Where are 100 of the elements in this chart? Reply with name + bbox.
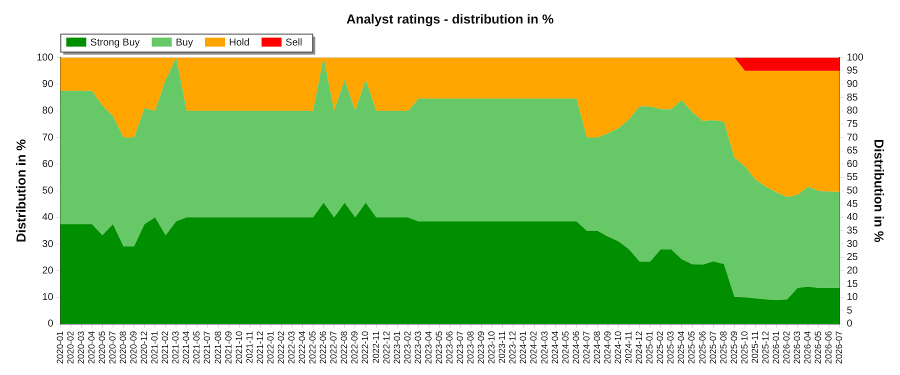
y2-tick-label: 55 — [846, 172, 858, 184]
x-tick-label: 2022-11 — [370, 330, 381, 364]
x-tick-label: 2025-10 — [739, 330, 750, 364]
x-tick-label: 2024-10 — [613, 330, 624, 364]
y-tick-label: 100 — [36, 52, 54, 64]
legend-label: Buy — [176, 37, 193, 48]
x-tick-label: 2020-01 — [54, 330, 65, 364]
x-tick-label: 2024-01 — [518, 330, 528, 364]
x-tick-label: 2022-12 — [381, 330, 392, 364]
x-tick-label: 2024-11 — [624, 330, 634, 364]
x-tick-label: 2025-12 — [760, 330, 770, 364]
y2-tick-label: 10 — [846, 292, 858, 304]
x-tick-label: 2025-02 — [655, 330, 666, 364]
x-tick-label: 2022-01 — [265, 330, 276, 364]
x-tick-label: 2023-04 — [423, 330, 434, 364]
x-tick-label: 2022-10 — [360, 330, 370, 364]
x-tick-label: 2021-10 — [234, 330, 244, 364]
x-tick-label: 2020-04 — [86, 330, 96, 364]
x-tick-label: 2021-02 — [160, 330, 170, 364]
x-tick-label: 2023-03 — [412, 330, 423, 364]
x-tick-label: 2024-05 — [560, 330, 570, 364]
x-tick-label: 2020-09 — [128, 330, 138, 364]
y2-tick-label: 5 — [846, 305, 853, 316]
x-tick-label: 2022-07 — [328, 330, 339, 364]
x-tick-label: 2026-05 — [813, 330, 824, 364]
x-tick-label: 2025-11 — [750, 330, 760, 364]
x-tick-label: 2021-12 — [254, 330, 265, 364]
x-tick-label: 2024-04 — [550, 330, 560, 364]
y2-tick-label: 20 — [846, 265, 858, 276]
x-tick-label: 2022-08 — [339, 330, 350, 364]
x-tick-label: 2025-09 — [728, 330, 739, 364]
y-tick-label: 30 — [42, 238, 54, 250]
x-tick-label: 2024-12 — [634, 330, 644, 364]
legend-label: Strong Buy — [90, 37, 140, 48]
x-tick-label: 2025-01 — [644, 330, 655, 364]
y-tick-label: 90 — [42, 78, 54, 90]
y2-tick-label: 75 — [846, 118, 858, 130]
y-tick-label: 60 — [42, 158, 54, 170]
y-tick-label: 40 — [42, 212, 54, 224]
x-tick-label: 2020-07 — [107, 330, 118, 364]
x-tick-label: 2021-09 — [223, 330, 234, 364]
x-tick-label: 2021-07 — [202, 330, 212, 364]
x-tick-label: 2021-01 — [150, 330, 160, 364]
x-tick-label: 2023-10 — [486, 330, 497, 364]
x-tick-label: 2021-05 — [192, 330, 202, 364]
x-tick-label: 2023-02 — [402, 330, 412, 364]
y-tick-label: 50 — [42, 186, 54, 197]
x-tick-label: 2022-05 — [308, 330, 318, 364]
y2-tick-label: 100 — [846, 52, 864, 64]
x-tick-label: 2023-06 — [444, 330, 454, 364]
y-tick-label: 0 — [48, 318, 54, 330]
x-tick-label: 2025-07 — [708, 330, 718, 364]
chart-title: Analyst ratings - distribution in % — [346, 11, 554, 26]
y2-tick-label: 15 — [846, 278, 858, 290]
y2-tick-label: 65 — [846, 146, 858, 157]
y2-tick-label: 60 — [846, 158, 858, 170]
x-tick-label: 2022-06 — [318, 330, 328, 364]
y2-tick-label: 85 — [846, 92, 858, 104]
x-tick-label: 2024-02 — [528, 330, 539, 364]
y2-tick-label: 70 — [846, 132, 858, 144]
x-tick-label: 2025-03 — [666, 330, 676, 364]
y2-tick-label: 30 — [846, 238, 858, 250]
y2-tick-label: 90 — [846, 78, 858, 90]
y-tick-label: 80 — [42, 106, 54, 117]
x-tick-label: 2023-05 — [434, 330, 444, 364]
x-tick-label: 2026-04 — [802, 330, 813, 364]
y2-tick-label: 40 — [846, 212, 858, 224]
x-tick-label: 2026-03 — [792, 330, 802, 364]
y2-tick-label: 80 — [846, 106, 858, 117]
y2-tick-label: 50 — [846, 186, 858, 197]
x-tick-label: 2023-12 — [508, 330, 518, 364]
x-tick-label: 2026-02 — [782, 330, 792, 364]
x-tick-label: 2026-07 — [834, 330, 844, 364]
y2-tick-label: 35 — [846, 225, 858, 236]
x-tick-label: 2024-08 — [592, 330, 602, 364]
x-tick-label: 2023-07 — [455, 330, 466, 364]
x-tick-label: 2022-02 — [276, 330, 286, 364]
x-tick-label: 2025-04 — [676, 330, 686, 364]
x-tick-label: 2023-11 — [497, 330, 508, 364]
y-axis-title: Distribution in % — [13, 138, 28, 242]
y2-tick-label: 95 — [846, 66, 858, 77]
y2-tick-label: 45 — [846, 198, 858, 210]
y2-axis-title: Distribution in % — [872, 139, 887, 243]
x-tick-label: 2026-06 — [824, 330, 834, 364]
x-tick-label: 2022-03 — [286, 330, 296, 364]
x-tick-label: 2024-07 — [581, 330, 592, 364]
y-tick-label: 10 — [42, 292, 54, 304]
x-tick-label: 2023-09 — [476, 330, 486, 364]
x-tick-label: 2021-04 — [181, 330, 192, 364]
x-tick-label: 2023-08 — [466, 330, 476, 364]
x-tick-label: 2024-03 — [539, 330, 550, 364]
x-tick-label: 2024-06 — [570, 330, 581, 364]
y2-tick-label: 25 — [846, 252, 858, 264]
x-tick-label: 2021-08 — [212, 330, 223, 364]
x-tick-label: 2022-04 — [297, 330, 308, 364]
legend-label: Sell — [286, 37, 302, 48]
y-tick-label: 70 — [42, 132, 54, 144]
y2-tick-label: 0 — [846, 318, 853, 330]
x-tick-label: 2025-05 — [686, 330, 697, 364]
x-tick-label: 2022-09 — [350, 330, 360, 364]
